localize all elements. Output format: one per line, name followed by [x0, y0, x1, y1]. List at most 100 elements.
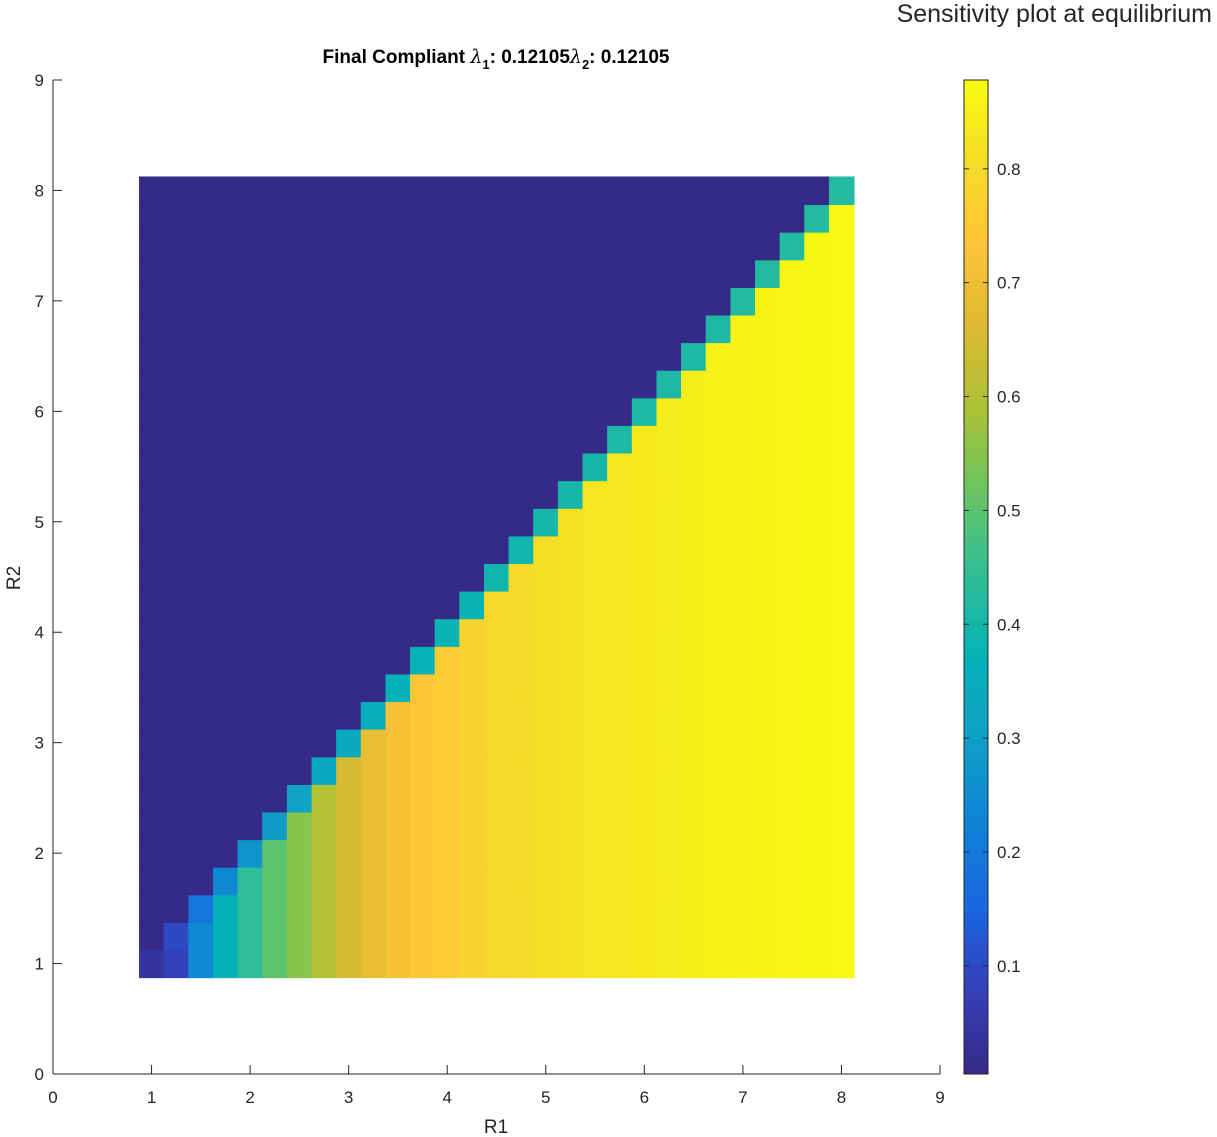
heatmap-cell — [336, 204, 362, 233]
heatmap-cell — [311, 204, 338, 233]
heatmap-cell — [336, 535, 362, 564]
heatmap-cell — [533, 369, 559, 399]
heatmap-cell — [730, 507, 757, 537]
heatmap-cell — [237, 397, 264, 426]
heatmap-cell — [533, 728, 559, 758]
heatmap-cell — [483, 369, 510, 399]
heatmap-cell — [139, 921, 165, 951]
heatmap-cell — [557, 314, 584, 344]
heatmap-cell — [730, 231, 757, 261]
heatmap-cell — [607, 342, 633, 371]
heatmap-cell — [483, 314, 510, 344]
heatmap-cell — [336, 342, 362, 371]
heatmap-cell — [262, 894, 288, 923]
heatmap-cell — [163, 949, 190, 979]
heatmap-cell — [828, 369, 855, 399]
heatmap-cell — [656, 424, 683, 454]
heatmap-cell — [730, 756, 757, 785]
heatmap-cell — [779, 783, 806, 813]
heatmap-cell — [508, 424, 535, 454]
y-tick-label: 3 — [35, 734, 44, 753]
heatmap-cell — [533, 342, 559, 371]
heatmap-cell — [582, 452, 609, 482]
x-tick-label: 2 — [245, 1088, 254, 1107]
heatmap-cell — [188, 452, 214, 482]
heatmap-cell — [779, 866, 806, 896]
heatmap-cell — [582, 673, 609, 703]
heatmap-cell — [828, 949, 855, 979]
heatmap-cell — [804, 452, 830, 482]
heatmap-cell — [755, 839, 781, 868]
heatmap-cell — [360, 618, 387, 647]
heatmap-cell — [434, 756, 461, 785]
heatmap-cell — [262, 673, 288, 703]
heatmap-cell — [139, 397, 165, 426]
heatmap-cell — [681, 756, 707, 785]
heatmap-cell — [163, 590, 190, 620]
heatmap-cell — [212, 673, 239, 703]
heatmap-cell — [410, 231, 436, 261]
heatmap-cell — [828, 645, 855, 675]
heatmap-cell — [434, 590, 461, 620]
heatmap-cell — [483, 342, 510, 371]
heatmap-cell — [262, 701, 288, 730]
heatmap-cell — [533, 424, 559, 454]
heatmap-cell — [262, 590, 288, 620]
heatmap-cell — [459, 507, 485, 537]
heatmap-cell — [508, 452, 535, 482]
heatmap-cell — [779, 590, 806, 620]
heatmap-cell — [582, 811, 609, 841]
heatmap-cell — [286, 397, 313, 426]
heatmap-cell — [508, 894, 535, 923]
heatmap-cell — [533, 397, 559, 426]
heatmap-cell — [828, 728, 855, 758]
heatmap-cell — [262, 783, 288, 813]
heatmap-cell — [360, 590, 387, 620]
heatmap-cell — [681, 701, 707, 730]
heatmap-cell — [705, 369, 732, 399]
heatmap-cell — [262, 866, 288, 896]
heatmap-cell — [607, 480, 633, 509]
heatmap-cell — [311, 728, 338, 758]
heatmap-cell — [508, 562, 535, 592]
heatmap-cell — [582, 204, 609, 233]
heatmap-cell — [163, 921, 190, 951]
heatmap-cell — [779, 645, 806, 675]
heatmap-cell — [508, 673, 535, 703]
heatmap-cell — [212, 369, 239, 399]
heatmap-cell — [163, 452, 190, 482]
heatmap-cell — [557, 949, 584, 979]
heatmap-cell — [755, 397, 781, 426]
heatmap-cell — [286, 839, 313, 868]
heatmap-cell — [656, 866, 683, 896]
heatmap-cell — [237, 176, 264, 206]
heatmap-cell — [755, 728, 781, 758]
heatmap-cell — [237, 231, 264, 261]
heatmap-cell — [705, 176, 732, 206]
heatmap-cell — [237, 783, 264, 813]
heatmap-cell — [557, 673, 584, 703]
heatmap-cell — [779, 507, 806, 537]
heatmap-cell — [730, 673, 757, 703]
heatmap-cell — [262, 397, 288, 426]
heatmap-cell — [311, 424, 338, 454]
heatmap-cell — [656, 921, 683, 951]
heatmap-cell — [828, 480, 855, 509]
heatmap-cell — [681, 259, 707, 288]
heatmap-cell — [508, 866, 535, 896]
heatmap-cell — [804, 894, 830, 923]
heatmap-cell — [237, 866, 264, 896]
heatmap-cell — [410, 921, 436, 951]
heatmap-cell — [582, 231, 609, 261]
heatmap-cell — [656, 452, 683, 482]
heatmap-cell — [582, 618, 609, 647]
heatmap-cell — [557, 176, 584, 206]
heatmap-cell — [631, 728, 658, 758]
heatmap-cell — [385, 342, 412, 371]
heatmap-cell — [828, 866, 855, 896]
heatmap-cell — [237, 618, 264, 647]
heatmap-cell — [311, 259, 338, 288]
heatmap-cell — [656, 839, 683, 868]
heatmap-cell — [311, 645, 338, 675]
heatmap-cell — [262, 176, 288, 206]
